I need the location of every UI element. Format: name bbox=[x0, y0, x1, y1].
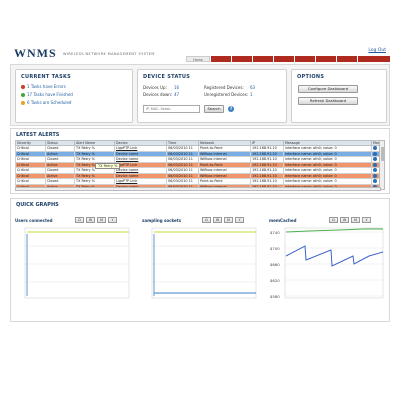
task-scheduled-label[interactable]: 6 Tasks are Scheduled bbox=[27, 100, 72, 105]
tab-home[interactable]: Home bbox=[186, 56, 210, 62]
registered-devices-label: Registered Devices: bbox=[204, 85, 244, 90]
app-subtitle: Wireless Network Management System bbox=[63, 52, 155, 56]
app-logo: WNMS bbox=[14, 46, 57, 60]
alerts-horizontal-scrollbar[interactable] bbox=[15, 187, 381, 191]
nav-tab-8[interactable] bbox=[337, 56, 357, 62]
memcached-month-button[interactable]: M bbox=[351, 217, 360, 223]
task-finished[interactable]: 17 Tasks have Finished bbox=[21, 92, 73, 97]
nav-tab-6[interactable] bbox=[295, 56, 315, 62]
graph-memcached-title: memCached bbox=[269, 218, 297, 223]
configure-dashboard-button[interactable]: Configure Dashboard bbox=[298, 85, 358, 93]
nav-tab-4[interactable] bbox=[253, 56, 273, 62]
latest-alerts-title: LATEST ALERTS bbox=[16, 132, 60, 138]
memcached-green-line bbox=[285, 228, 383, 233]
options-title: OPTIONS bbox=[297, 74, 325, 80]
users-week-button[interactable]: W bbox=[86, 217, 95, 223]
current-tasks-title: CURRENT TASKS bbox=[21, 74, 72, 80]
graph-users-connected-title: Users connected bbox=[15, 218, 53, 223]
graph-users-connected: Users connected D W M Y bbox=[15, 217, 133, 319]
info-icon[interactable] bbox=[373, 162, 377, 167]
memcached-week-button[interactable]: W bbox=[340, 217, 349, 223]
quick-graphs-panel: QUICK GRAPHS Users connected D W M Y sam… bbox=[10, 198, 390, 322]
unregistered-devices-label: Unregistered Devices: bbox=[204, 92, 249, 97]
memcached-blue-line bbox=[285, 245, 384, 267]
app-header: WNMS Wireless Network Management System … bbox=[8, 40, 392, 64]
devices-down-value[interactable]: 47 bbox=[174, 92, 180, 97]
alert-row[interactable]: Critical Closed TX Retry % LigoPTP-Link 06/0… bbox=[15, 145, 382, 152]
memcached-ytick-4: $620 bbox=[270, 278, 280, 283]
nav-tab-5[interactable] bbox=[274, 56, 294, 62]
memcached-ytick-5: $580 bbox=[270, 294, 280, 299]
sockets-day-button[interactable]: D bbox=[202, 217, 211, 223]
help-icon[interactable]: ? bbox=[228, 106, 234, 112]
alerts-header-row: Severity Status Alert Name Device Time N… bbox=[15, 140, 382, 146]
search-button[interactable]: Search bbox=[204, 105, 224, 113]
alerts-table: Severity Status Alert Name Device Time N… bbox=[15, 140, 382, 190]
info-icon[interactable] bbox=[373, 168, 377, 173]
device-search-input[interactable] bbox=[143, 105, 200, 113]
task-errors-label[interactable]: 1 Tasks have Errors bbox=[27, 84, 66, 89]
unregistered-devices-value[interactable]: 1 bbox=[250, 92, 253, 97]
sampling-sockets-chart bbox=[151, 227, 257, 299]
nav-tab-9[interactable] bbox=[358, 56, 390, 62]
registered-devices-value[interactable]: 63 bbox=[250, 85, 256, 90]
scheduled-status-icon bbox=[21, 101, 25, 105]
info-icon[interactable] bbox=[373, 146, 377, 151]
devices-down-label: Devices down: bbox=[143, 92, 173, 97]
devices-up-value[interactable]: 16 bbox=[174, 85, 180, 90]
memcached-day-button[interactable]: D bbox=[329, 217, 338, 223]
info-icon[interactable] bbox=[373, 157, 377, 162]
device-status-title: DEVICE STATUS bbox=[143, 74, 191, 80]
finished-status-icon bbox=[21, 93, 25, 97]
users-connected-chart bbox=[24, 227, 130, 299]
memcached-ytick-2: $700 bbox=[270, 246, 280, 251]
logout-link[interactable]: Log Out bbox=[368, 48, 386, 53]
sockets-week-button[interactable]: W bbox=[213, 217, 222, 223]
alert-row[interactable]: Critical Closed TX Retry % LigoPTP-Link 06/0… bbox=[15, 178, 382, 185]
nav-tab-7[interactable] bbox=[316, 56, 336, 62]
options-panel: OPTIONS Configure Dashboard Refresh Dash… bbox=[291, 69, 387, 123]
nav-tab-3[interactable] bbox=[232, 56, 252, 62]
nav-tab-2[interactable] bbox=[211, 56, 231, 62]
info-icon[interactable] bbox=[373, 179, 377, 184]
error-status-icon bbox=[21, 85, 25, 89]
graph-sampling-sockets: sampling sockets D W M Y bbox=[142, 217, 260, 319]
alerts-scroll-thumb[interactable] bbox=[380, 147, 385, 161]
device-status-panel: DEVICE STATUS Devices Up: 16 Devices dow… bbox=[137, 69, 287, 123]
memcached-ytick-1: $740 bbox=[270, 230, 280, 235]
users-year-button[interactable]: Y bbox=[108, 217, 117, 223]
current-tasks-panel: CURRENT TASKS 1 Tasks have Errors 17 Tas… bbox=[15, 69, 133, 123]
latest-alerts-panel: LATEST ALERTS Severity Status Alert Name… bbox=[10, 128, 390, 194]
task-errors[interactable]: 1 Tasks have Errors bbox=[21, 84, 66, 89]
quick-graphs-title: QUICK GRAPHS bbox=[16, 202, 59, 208]
alert-row[interactable]: Critical Active TX Retry % LigoPTP-Link 06/0… bbox=[15, 161, 382, 168]
graph-memcached: memCached D W M Y $740 $700 $660 $620 $5… bbox=[269, 217, 387, 319]
alerts-table-body: Critical Closed TX Retry % LigoPTP-Link 06/0… bbox=[15, 145, 382, 190]
summary-area: CURRENT TASKS 1 Tasks have Errors 17 Tas… bbox=[10, 64, 390, 126]
refresh-dashboard-button[interactable]: Refresh Dashboard bbox=[298, 97, 358, 105]
users-month-button[interactable]: M bbox=[97, 217, 106, 223]
wnms-app: WNMS Wireless Network Management System … bbox=[8, 40, 392, 322]
graph-sampling-sockets-title: sampling sockets bbox=[142, 218, 182, 223]
memcached-ytick-3: $660 bbox=[270, 262, 280, 267]
info-icon[interactable] bbox=[373, 151, 377, 156]
main-nav: Home bbox=[8, 56, 392, 62]
alerts-vertical-scrollbar[interactable] bbox=[379, 140, 385, 190]
sockets-year-button[interactable]: Y bbox=[235, 217, 244, 223]
info-icon[interactable] bbox=[373, 184, 377, 189]
memcached-year-button[interactable]: Y bbox=[362, 217, 371, 223]
task-finished-label[interactable]: 17 Tasks have Finished bbox=[27, 92, 73, 97]
alert-row[interactable]: Critical Closed TX Retry % Device name 06/03… bbox=[15, 167, 382, 174]
sockets-month-button[interactable]: M bbox=[224, 217, 233, 223]
task-scheduled[interactable]: 6 Tasks are Scheduled bbox=[21, 100, 71, 105]
devices-up-label: Devices Up: bbox=[143, 85, 167, 90]
alert-name-tooltip: TX Retry % bbox=[95, 163, 121, 169]
users-day-button[interactable]: D bbox=[75, 217, 84, 223]
info-icon[interactable] bbox=[373, 173, 377, 178]
memcached-chart: $740 $700 $660 $620 $580 bbox=[270, 227, 384, 299]
alert-row[interactable]: Critical Closed TX Retry % Device name 06/03… bbox=[15, 156, 382, 163]
